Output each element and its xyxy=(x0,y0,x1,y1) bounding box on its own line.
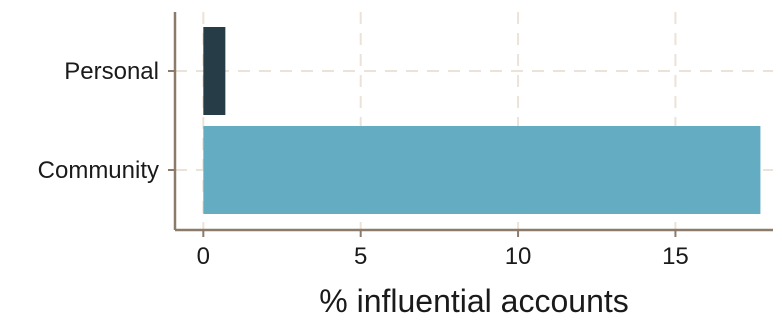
x-tick-label-10: 10 xyxy=(505,243,532,270)
bar-community xyxy=(203,126,761,214)
x-tick-label-15: 15 xyxy=(662,243,689,270)
y-tick-label-community: Community xyxy=(38,157,159,184)
x-axis-title: % influential accounts xyxy=(319,283,629,319)
y-tick-label-personal: Personal xyxy=(64,58,159,85)
bar-personal xyxy=(203,27,226,115)
axes xyxy=(168,12,773,237)
bars xyxy=(203,27,761,214)
x-tick-label-0: 0 xyxy=(197,243,210,270)
tick-labels: 0 5 10 15 Personal Community xyxy=(38,58,689,270)
x-tick-label-5: 5 xyxy=(354,243,367,270)
